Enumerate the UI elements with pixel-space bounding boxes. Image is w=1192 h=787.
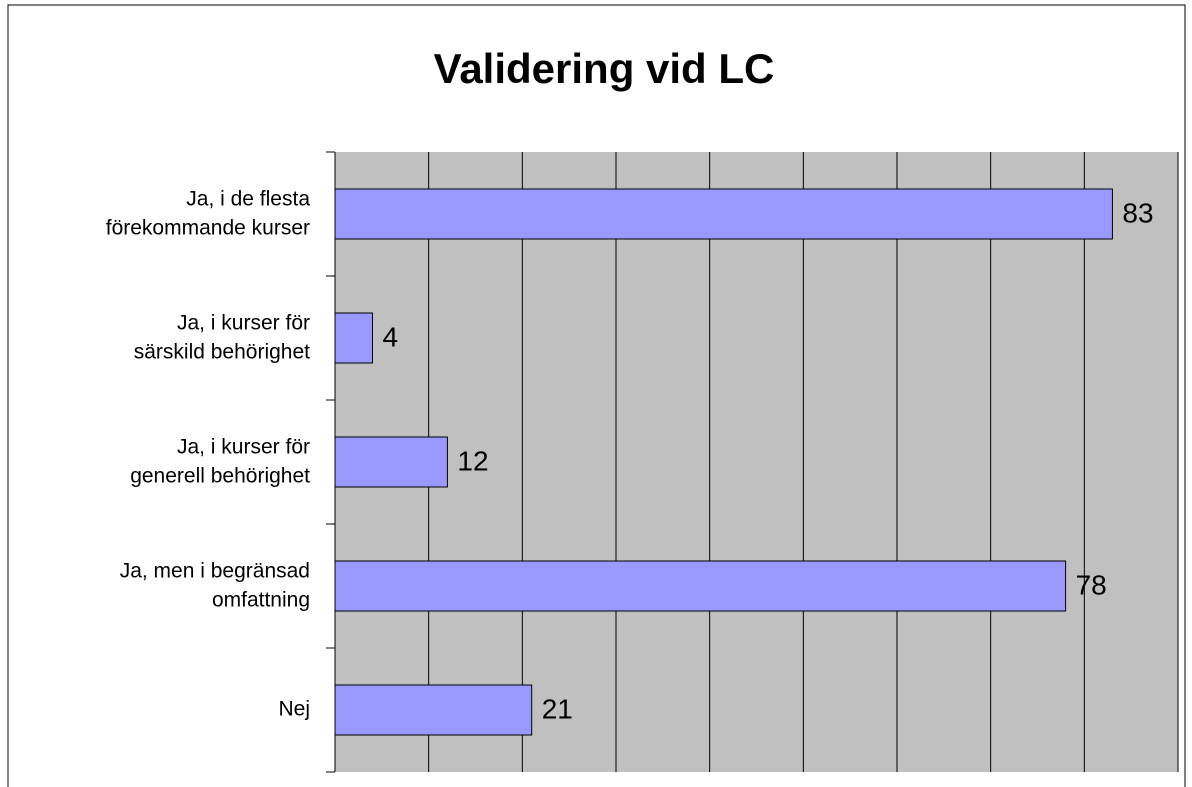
bar	[334, 312, 373, 364]
y-tick-label: Ja, i kurser för generell behörighet	[130, 435, 310, 487]
y-tick-label: Ja, i de flesta förekommande kurser	[106, 187, 311, 239]
y-tick-label: Nej	[278, 698, 310, 721]
y-tick-label: Ja, i kurser för särskild behörighet	[134, 311, 310, 363]
value-label: 4	[382, 321, 398, 352]
bar	[334, 436, 448, 488]
value-label: 12	[457, 445, 488, 476]
plot-area	[335, 152, 1178, 772]
value-label: 83	[1122, 197, 1153, 228]
y-tick-label: Ja, men i begränsad omfattning	[120, 559, 310, 611]
bar	[334, 684, 533, 736]
chart-title: Validering vid LC	[434, 45, 775, 92]
bar	[334, 560, 1067, 612]
bar	[334, 188, 1113, 240]
value-label: 21	[542, 693, 573, 724]
value-label: 78	[1076, 569, 1107, 600]
